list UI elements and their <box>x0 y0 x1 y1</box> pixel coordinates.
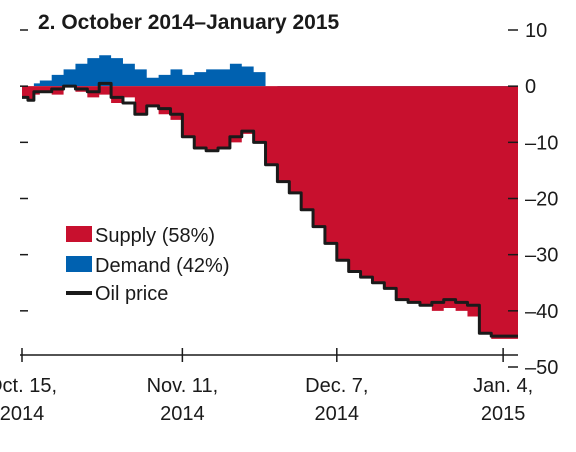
legend-swatch-demand <box>66 256 92 272</box>
x-axis-ticks: Oct. 15, 2014 Nov. 11, 2014 Dec. 7, 2014 Jan. … <box>0 348 533 425</box>
x-tick-label: Dec. 7, <box>305 375 368 397</box>
x-tick-label-year: 2014 <box>315 403 360 425</box>
oil-price-line-group <box>22 81 518 338</box>
supply-area <box>22 86 518 339</box>
y-axis-ticks: 10 0 –10 –20 –30 –40 –50 <box>508 20 558 379</box>
chart-title: 2. October 2014–January 2015 <box>38 11 340 34</box>
x-tick-label: Jan. 4, <box>473 375 533 397</box>
y-tick-label: –40 <box>525 301 558 323</box>
oil-price-line <box>22 81 518 338</box>
y-tick-label: –20 <box>525 189 558 211</box>
x-tick-label-year: 2015 <box>481 403 526 425</box>
x-tick-label: Nov. 11, <box>147 375 219 397</box>
plot-areas <box>22 55 518 339</box>
legend-label-demand: Demand (42%) <box>95 255 230 277</box>
legend-label-oil: Oil price <box>95 283 168 305</box>
y-tick-label: 0 <box>525 76 536 98</box>
legend-swatch-supply <box>66 226 92 242</box>
x-tick-label-year: 2014 <box>0 403 44 425</box>
left-axis-ticks <box>20 29 28 312</box>
y-tick-label: –10 <box>525 132 558 154</box>
y-tick-label: –30 <box>525 245 558 267</box>
y-tick-label: 10 <box>525 20 547 42</box>
legend-label-supply: Supply (58%) <box>95 225 215 247</box>
x-tick-label-year: 2014 <box>160 403 205 425</box>
legend: Supply (58%) Demand (42%) Oil price <box>66 225 230 305</box>
y-tick-label: –50 <box>525 357 558 379</box>
x-tick-label: Oct. 15, <box>0 375 57 397</box>
